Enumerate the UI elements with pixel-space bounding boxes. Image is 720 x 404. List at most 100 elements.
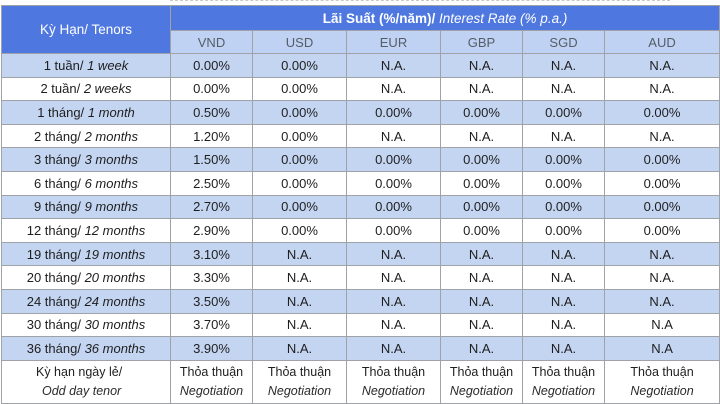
- tenor-label-en: 20 months: [84, 270, 146, 286]
- table-row: 30 tháng/ 30 months 3.70% N.A. N.A. N.A. N.A.…: [1, 312, 720, 338]
- rate-cell-eur: N.A.: [346, 265, 441, 290]
- rate-cell-aud: 0.00%: [603, 100, 720, 125]
- rate-cell-sgd: 0.00%: [522, 147, 605, 172]
- rate-cell-sgd: N.A.: [522, 241, 605, 267]
- rate-cell-vnd: 2.70%: [170, 194, 253, 220]
- rate-cell-sgd: N.A.: [522, 288, 605, 314]
- tenor-label-en: 30 months: [84, 317, 146, 333]
- tenor-label-en: 12 months: [84, 222, 146, 238]
- currency-header-usd: USD: [252, 30, 347, 54]
- rate-cell-usd: 0.00%: [252, 123, 347, 149]
- tenor-cell: 1 tháng/ 1 month: [1, 100, 171, 125]
- rate-cell-sgd: 0.00%: [522, 170, 605, 196]
- rate-cell-gbp: N.A.: [440, 336, 523, 361]
- table-row: 19 tháng/ 19 months 3.10% N.A. N.A. N.A. N.A.…: [1, 241, 720, 267]
- rate-cell-gbp: 0.00%: [440, 147, 523, 172]
- tenor-label-vn: 30 tháng/: [26, 317, 81, 333]
- negotiation-label-vn: Thỏa thuận: [531, 364, 596, 379]
- rate-cell-eur: N.A.: [346, 123, 441, 149]
- rate-cell-eur: N.A.: [346, 53, 441, 78]
- interest-rate-header: Lãi Suất (%/năm)/ Interest Rate (% p.a.): [169, 5, 720, 31]
- rate-cell-gbp: N.A.: [440, 241, 523, 267]
- interest-rate-table: Kỳ Hạn/ Tenors Lãi Suất (%/năm)/ Interes…: [1, 5, 720, 404]
- rate-cell-gbp: 0.00%: [440, 170, 523, 196]
- negotiation-cell-vnd: Thỏa thuận Negotiation: [170, 359, 253, 404]
- negotiation-label-en: Negotiation: [630, 383, 694, 398]
- rate-cell-vnd: 0.00%: [170, 53, 253, 78]
- rate-cell-sgd: 0.00%: [522, 100, 605, 125]
- tenor-label-en: 24 months: [84, 293, 146, 309]
- tenor-cell: 20 tháng/ 20 months: [1, 265, 171, 290]
- negotiation-cell-sgd: Thỏa thuận Negotiation: [522, 359, 605, 404]
- tenor-cell: 1 tuần/ 1 week: [1, 53, 171, 78]
- rate-cell-eur: N.A.: [346, 241, 441, 267]
- negotiation-label-vn: Thỏa thuận: [179, 364, 244, 379]
- tenor-label-vn: 24 tháng/: [26, 293, 81, 309]
- table-row: 2 tuần/ 2 weeks 0.00% 0.00% N.A. N.A. N.A. N.A…: [1, 76, 720, 102]
- rate-cell-sgd: 0.00%: [522, 194, 605, 220]
- rate-cell-aud: N.A: [603, 312, 720, 338]
- negotiation-label-en: Negotiation: [267, 383, 332, 398]
- rate-cell-gbp: N.A.: [440, 288, 523, 314]
- tenor-label-vn: 2 tuần/: [40, 81, 81, 97]
- negotiation-cell-eur: Thỏa thuận Negotiation: [346, 359, 441, 404]
- rate-label-en: Interest Rate (% p.a.): [439, 10, 568, 26]
- rate-cell-aud: 0.00%: [603, 194, 720, 220]
- negotiation-label-vn: Thỏa thuận: [361, 364, 426, 379]
- rate-cell-sgd: N.A.: [522, 76, 605, 102]
- rates-body: 1 tuần/ 1 week 0.00% 0.00% N.A. N.A. N.A. N.A.…: [1, 53, 720, 404]
- negotiation-label-en: Negotiation: [179, 383, 244, 398]
- currency-header-vnd: VND: [170, 30, 253, 54]
- rate-cell-aud: 0.00%: [603, 170, 720, 196]
- rate-cell-eur: N.A.: [346, 336, 441, 361]
- table-row: 20 tháng/ 20 months 3.30% N.A. N.A. N.A. N.A.…: [1, 265, 720, 290]
- tenor-label-vn: 36 tháng/: [26, 340, 81, 356]
- rate-cell-vnd: 3.30%: [170, 265, 253, 290]
- currency-header-gbp: GBP: [440, 30, 523, 54]
- table-row: 3 tháng/ 3 months 1.50% 0.00% 0.00% 0.00% 0.0…: [1, 147, 720, 172]
- rate-cell-aud: 0.00%: [603, 218, 720, 243]
- rate-cell-aud: N.A: [603, 336, 720, 361]
- rate-cell-sgd: N.A.: [522, 312, 605, 338]
- table-row: 12 tháng/ 12 months 2.90% 0.00% 0.00% 0.00% 0…: [1, 218, 720, 243]
- rate-cell-usd: 0.00%: [252, 53, 347, 78]
- tenor-label-en: 9 months: [84, 199, 139, 215]
- rate-cell-gbp: N.A.: [440, 312, 523, 338]
- tenor-label-vn: 1 tháng/: [37, 104, 85, 120]
- table-row: 1 tuần/ 1 week 0.00% 0.00% N.A. N.A. N.A. N.A.: [1, 53, 720, 78]
- rate-cell-gbp: N.A.: [440, 76, 523, 102]
- rate-cell-eur: N.A.: [346, 312, 441, 338]
- rate-cell-vnd: 1.20%: [170, 123, 253, 149]
- negotiation-label-en: Negotiation: [361, 383, 426, 398]
- rate-cell-vnd: 0.00%: [170, 76, 253, 102]
- tenor-cell: 19 tháng/ 19 months: [1, 241, 171, 267]
- rate-cell-sgd: N.A.: [522, 53, 605, 78]
- rate-cell-eur: 0.00%: [346, 147, 441, 172]
- rate-cell-usd: N.A.: [252, 336, 347, 361]
- rate-cell-aud: N.A.: [603, 53, 720, 78]
- rate-cell-aud: N.A.: [603, 265, 720, 290]
- rate-cell-eur: 0.00%: [346, 170, 441, 196]
- table-row: 9 tháng/ 9 months 2.70% 0.00% 0.00% 0.00% 0.0…: [1, 194, 720, 220]
- negotiation-label-vn: Thỏa thuận: [449, 364, 514, 379]
- tenor-cell: 30 tháng/ 30 months: [1, 312, 171, 338]
- tenor-label-vn: 20 tháng/: [26, 270, 81, 286]
- tenor-label-vn: 12 tháng/: [26, 222, 81, 238]
- rate-cell-gbp: N.A.: [440, 265, 523, 290]
- rate-cell-aud: 0.00%: [603, 147, 720, 172]
- tenor-label-vn: 2 tháng/: [33, 128, 81, 144]
- rate-cell-eur: N.A.: [346, 76, 441, 102]
- rate-cell-usd: 0.00%: [252, 170, 347, 196]
- tenor-label-vn: 6 tháng/: [33, 175, 81, 191]
- negotiation-label-vn: Thỏa thuận: [267, 364, 332, 379]
- rate-cell-sgd: N.A.: [522, 123, 605, 149]
- odd-day-row: Kỳ hạn ngày lẻ/Odd day tenor Thỏa thuận Ne…: [1, 359, 720, 404]
- odd-day-tenor-cell: Kỳ hạn ngày lẻ/Odd day tenor: [1, 359, 171, 404]
- rate-cell-gbp: N.A.: [440, 53, 523, 78]
- tenor-cell: 36 tháng/ 36 months: [1, 336, 171, 361]
- rate-cell-vnd: 1.50%: [170, 147, 253, 172]
- tenor-cell: 2 tháng/ 2 months: [1, 123, 171, 149]
- currency-header-sgd: SGD: [522, 30, 605, 54]
- tenor-label-en: 2 months: [84, 128, 139, 144]
- rate-cell-usd: N.A.: [252, 288, 347, 314]
